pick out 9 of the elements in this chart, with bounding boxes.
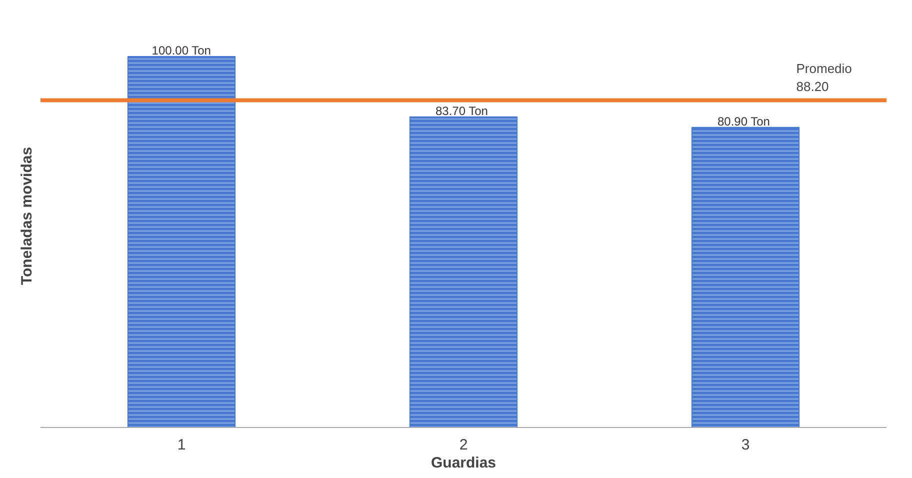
data-label: 83.70 Ton [435,104,488,118]
x-axis-title: Guardias [430,454,496,472]
data-label: 100.00 Ton [152,43,211,58]
data-label: 80.90 Ton [717,114,770,128]
y-axis-title: Toneladas movidas [18,146,36,286]
ref-line-label: Promedio 88.20 [796,61,852,94]
x-tick-label: 3 [741,436,750,454]
x-tick-label: 2 [459,436,468,454]
x-tick-label: 1 [177,436,186,454]
